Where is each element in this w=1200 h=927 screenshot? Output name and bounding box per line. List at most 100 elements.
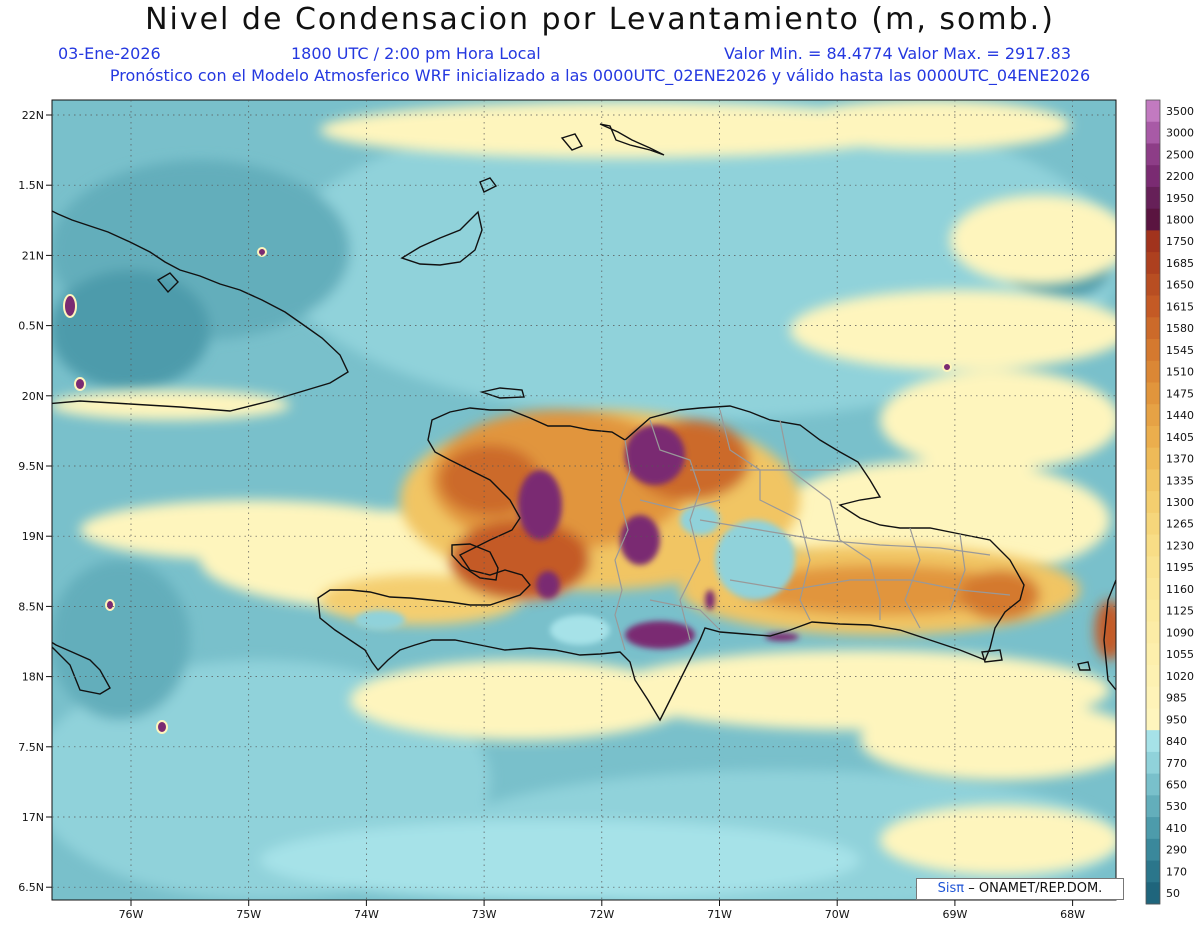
legend-label: 1020 [1166, 670, 1194, 683]
legend-label: 1440 [1166, 409, 1194, 422]
graticule [52, 100, 1116, 900]
map-title: Nivel de Condensacion por Levantamiento … [145, 2, 1055, 37]
legend-label: 1580 [1166, 322, 1194, 335]
legend-swatch [1146, 751, 1160, 775]
legend-swatch [1146, 664, 1160, 688]
legend-label: 3000 [1166, 127, 1194, 140]
lon-label: 75W [236, 908, 261, 921]
legend-swatch [1146, 730, 1160, 753]
legend-label: 1405 [1166, 431, 1194, 444]
legend-swatch [1146, 773, 1160, 796]
lat-label: 1.5N [18, 179, 44, 192]
lat-label: 20N [22, 390, 44, 403]
lat-label: 21N [22, 249, 44, 262]
forecast-time: 1800 UTC / 2:00 pm Hora Local [291, 44, 541, 63]
longitude-axis: 76W 75W 74W 73W 72W 71W 70W 69W 68W [119, 900, 1085, 921]
legend-label: 170 [1166, 865, 1187, 878]
legend-label: 1160 [1166, 583, 1194, 596]
legend-label: 1195 [1166, 561, 1194, 574]
lat-label: 0.5N [18, 320, 44, 333]
legend-swatch [1146, 273, 1160, 296]
legend-label: 1800 [1166, 214, 1194, 227]
legend-label: 1615 [1166, 300, 1194, 313]
legend-swatch [1146, 230, 1160, 253]
legend-label: 840 [1166, 735, 1187, 748]
lat-label: 9.5N [18, 460, 44, 473]
lat-label: 7.5N [18, 741, 44, 754]
legend-swatch [1146, 643, 1160, 666]
legend-label: 1475 [1166, 387, 1194, 400]
lat-label: 8.5N [18, 600, 44, 613]
legend-label: 985 [1166, 692, 1187, 705]
legend-swatch [1146, 317, 1160, 340]
legend-swatch [1146, 860, 1160, 883]
sispi-logo-text: Sisπ [937, 881, 965, 896]
lon-label: 72W [589, 908, 614, 921]
legend-swatch [1146, 817, 1160, 840]
legend-swatch [1146, 143, 1160, 166]
legend-swatch [1146, 121, 1160, 144]
legend-swatch [1146, 360, 1160, 383]
legend-swatch [1146, 621, 1160, 644]
legend-swatch [1146, 578, 1160, 601]
legend-label: 3500 [1166, 105, 1194, 118]
legend-label: 1510 [1166, 366, 1194, 379]
legend-swatch [1146, 382, 1160, 405]
legend-label: 950 [1166, 713, 1187, 726]
legend-label: 1055 [1166, 648, 1194, 661]
legend-swatch [1146, 208, 1160, 231]
legend-label: 1650 [1166, 279, 1194, 292]
lon-label: 70W [825, 908, 850, 921]
legend-swatch [1146, 447, 1160, 470]
legend-label: 410 [1166, 822, 1187, 835]
value-range: Valor Min. = 84.4774 Valor Max. = 2917.8… [724, 44, 1072, 63]
color-legend: 3500 3000 2500 2200 1950 1800 1750 1685 1650 1615… [1145, 99, 1194, 905]
legend-swatch [1146, 686, 1160, 709]
forecast-date: 03-Ene-2026 [58, 44, 161, 63]
lon-label: 71W [707, 908, 732, 921]
lon-label: 68W [1060, 908, 1085, 921]
legend-label: 1300 [1166, 496, 1194, 509]
legend-label: 2500 [1166, 148, 1194, 161]
legend-swatch [1146, 838, 1160, 861]
lon-label: 76W [119, 908, 144, 921]
legend-swatch [1146, 491, 1160, 514]
lat-label: 19N [22, 530, 44, 543]
legend-label: 290 [1166, 844, 1187, 857]
legend-swatch [1146, 512, 1160, 535]
coastlines [52, 123, 1116, 722]
latitude-axis: 22N 1.5N 21N 0.5N 20N 9.5N 19N 8.5N 18N 7.5N 17N 6.… [18, 109, 52, 894]
legend-swatch [1146, 252, 1160, 275]
legend-label: 1335 [1166, 474, 1194, 487]
legend-swatch [1146, 425, 1160, 449]
legend-swatch [1146, 100, 1160, 123]
lat-label: 17N [22, 811, 44, 824]
legend-label: 1090 [1166, 626, 1194, 639]
legend-swatch [1146, 469, 1160, 492]
legend-label: 1750 [1166, 235, 1194, 248]
legend-swatch [1146, 882, 1160, 905]
legend-label: 1950 [1166, 192, 1194, 205]
legend-label: 530 [1166, 800, 1187, 813]
legend-label: 1125 [1166, 605, 1194, 618]
legend-swatch [1146, 556, 1160, 579]
legend-swatch [1146, 165, 1160, 188]
legend-swatch [1146, 534, 1160, 557]
lon-label: 74W [354, 908, 379, 921]
model-info: Pronóstico con el Modelo Atmosferico WRF… [109, 66, 1091, 85]
legend-label: 1370 [1166, 453, 1194, 466]
legend-label: 1265 [1166, 518, 1194, 531]
legend-label: 2200 [1166, 170, 1194, 183]
legend-label: 1685 [1166, 257, 1194, 270]
legend-swatch [1146, 186, 1160, 210]
credit-box: Sisπ – ONAMET/REP.DOM. [916, 878, 1124, 900]
legend-label: 50 [1166, 887, 1180, 900]
legend-swatch [1146, 599, 1160, 622]
legend-label: 650 [1166, 778, 1187, 791]
legend-label: 770 [1166, 757, 1187, 770]
legend-swatch [1146, 404, 1160, 427]
legend-label: 1230 [1166, 539, 1194, 552]
legend-label: 1545 [1166, 344, 1194, 357]
lon-label: 69W [942, 908, 967, 921]
